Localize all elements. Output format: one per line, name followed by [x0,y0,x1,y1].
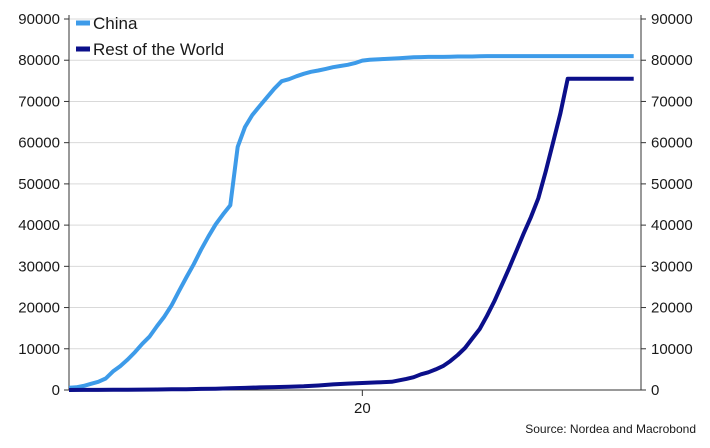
left-y-axis-ticks: 0 10000 20000 30000 40000 50000 60000 70000 8000… [18,11,60,399]
left-tick-label: 50000 [18,176,60,193]
left-tick-label: 20000 [18,300,60,317]
left-tick-label: 0 [52,382,60,399]
series-lines [68,54,634,392]
right-tick-label: 40000 [651,217,693,234]
left-tick-label: 90000 [18,11,60,28]
x-tick-label: 20 [354,400,371,417]
right-y-axis-ticks: 0 10000 20000 30000 40000 50000 60000 70000 8000… [651,11,693,399]
right-tick-label: 20000 [651,300,693,317]
source-note: Source: Nordea and Macrobond [525,422,696,436]
right-tick-label: 0 [651,382,659,399]
left-tick-label: 80000 [18,52,60,69]
right-tick-label: 90000 [651,11,693,28]
series-line-0 [68,54,634,390]
left-tick-label: 60000 [18,135,60,152]
grid-lines [69,18,641,350]
x-axis-ticks: 20 [354,390,371,417]
right-tick-label: 60000 [651,135,693,152]
right-tick-label: 30000 [651,258,693,275]
legend: China Rest of the World [76,14,224,59]
right-tick-label: 80000 [651,52,693,69]
legend-label-0: China [93,14,138,33]
left-tick-label: 70000 [18,93,60,110]
right-tick-label: 50000 [651,176,693,193]
legend-label-1: Rest of the World [93,40,224,59]
series-line-1 [68,76,634,392]
right-tick-label: 10000 [651,341,693,358]
right-tick-label: 70000 [651,93,693,110]
left-tick-label: 10000 [18,341,60,358]
left-tick-label: 40000 [18,217,60,234]
left-tick-label: 30000 [18,258,60,275]
